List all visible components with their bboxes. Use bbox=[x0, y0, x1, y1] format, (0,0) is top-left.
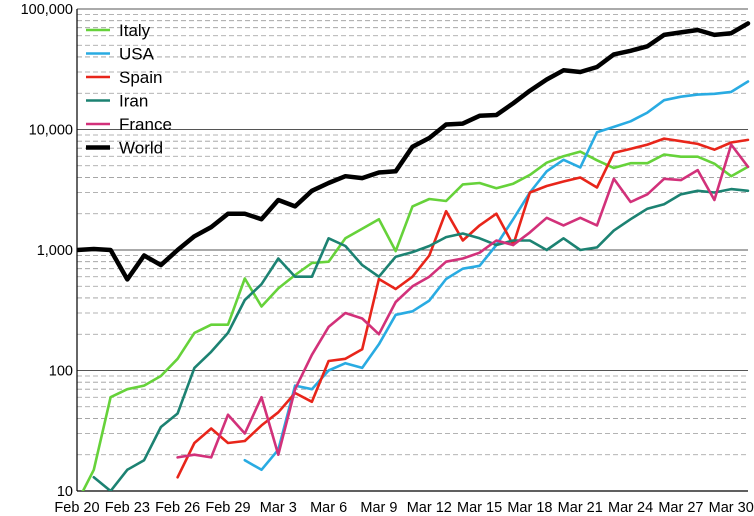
x-tick-label: Feb 20 bbox=[54, 500, 99, 516]
series-lines bbox=[77, 21, 751, 491]
y-tick-label: 10 bbox=[57, 484, 73, 500]
x-tick-label: Mar 9 bbox=[360, 500, 397, 516]
x-tick-label: Mar 12 bbox=[407, 500, 452, 516]
x-tick-label: Mar 27 bbox=[658, 500, 703, 516]
series-line-italy bbox=[81, 150, 750, 491]
x-tick-label: Mar 3 bbox=[260, 500, 297, 516]
series-line-spain bbox=[176, 137, 750, 479]
legend-label-usa: USA bbox=[119, 45, 155, 64]
legend-label-world: World bbox=[119, 139, 163, 158]
x-tick-label: Feb 26 bbox=[155, 500, 200, 516]
series-line-france bbox=[176, 143, 750, 459]
x-tick-label: Feb 29 bbox=[205, 500, 250, 516]
series-line-world bbox=[77, 21, 751, 282]
legend-label-italy: Italy bbox=[119, 21, 151, 40]
x-tick-label: Mar 6 bbox=[310, 500, 347, 516]
x-tick-label: Mar 18 bbox=[507, 500, 552, 516]
legend-label-iran: Iran bbox=[119, 92, 148, 111]
x-tick-label: Mar 15 bbox=[457, 500, 502, 516]
y-tick-label: 1,000 bbox=[37, 243, 73, 259]
x-tick-label: Mar 30 bbox=[709, 500, 754, 516]
legend-label-spain: Spain bbox=[119, 68, 162, 87]
x-tick-label: Feb 23 bbox=[105, 500, 150, 516]
legend: Italy USA Spain Iran France World bbox=[86, 21, 172, 158]
y-tick-labels: 10 100 1,000 10,000 100,000 bbox=[21, 2, 73, 500]
series-line-iran bbox=[92, 187, 750, 491]
x-tick-label: Mar 24 bbox=[608, 500, 653, 516]
x-tick-labels: Feb 20 Feb 23 Feb 26 Feb 29 Mar 3 Mar 6 Mar 9 M… bbox=[54, 500, 753, 516]
y-tick-label: 100,000 bbox=[21, 2, 73, 18]
y-tick-label: 100 bbox=[49, 364, 73, 380]
x-tick-label: Mar 21 bbox=[558, 500, 603, 516]
legend-label-france: France bbox=[119, 115, 172, 134]
y-tick-label: 10,000 bbox=[29, 123, 73, 139]
